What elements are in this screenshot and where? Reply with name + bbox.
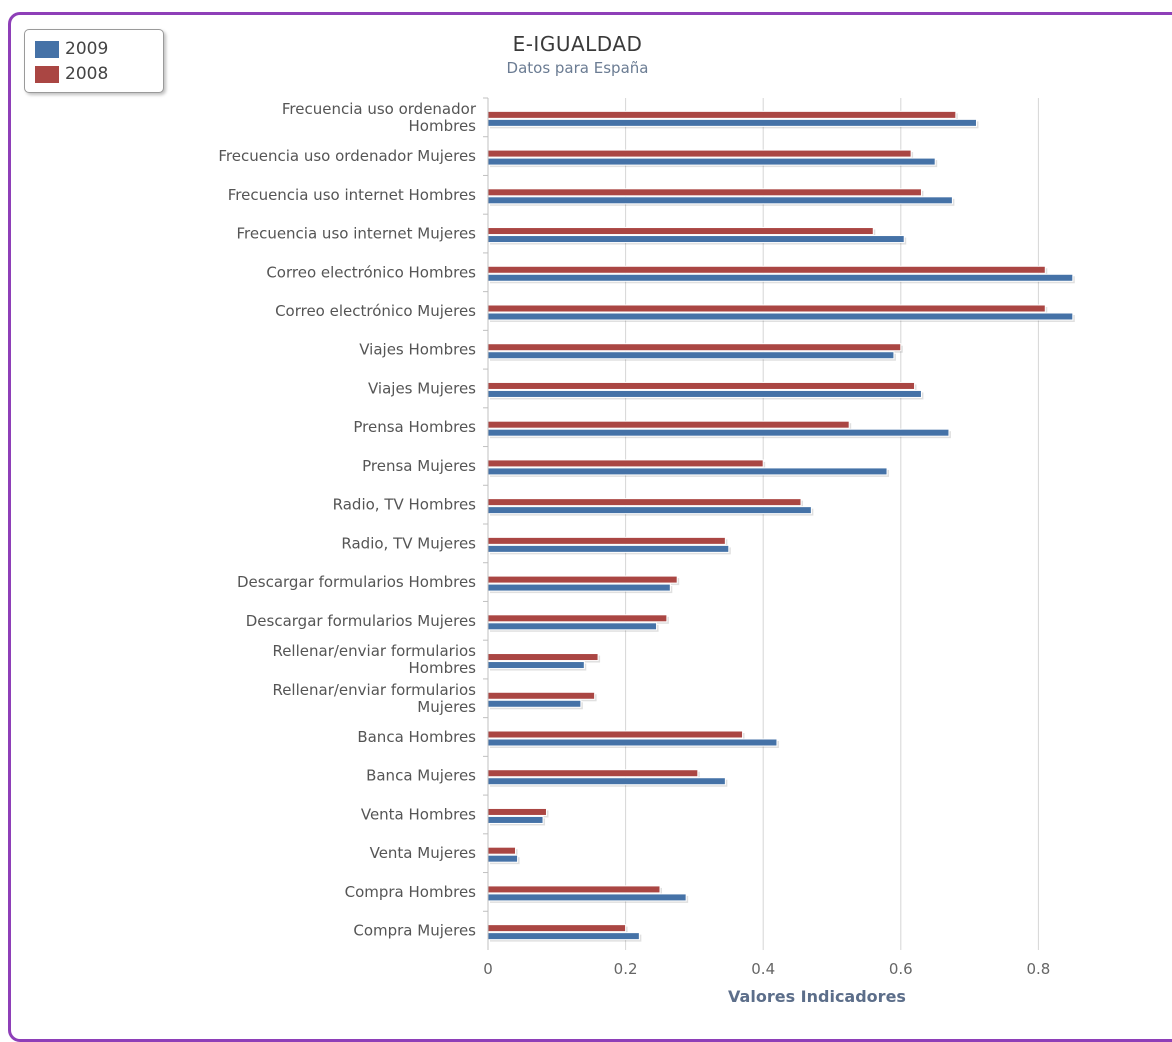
x-tick-label: 0.8 — [1026, 960, 1050, 978]
category-label: Radio, TV Hombres — [333, 496, 477, 514]
bar-2008-21 — [487, 924, 627, 933]
bar-2008-18 — [487, 807, 547, 816]
category-label: Frecuencia uso ordenador — [282, 100, 477, 118]
legend: 2009 2008 — [24, 29, 164, 93]
x-axis-title: Valores Indicadores — [728, 987, 906, 1006]
category-label: Venta Hombres — [361, 805, 476, 823]
category-label: Prensa Hombres — [353, 418, 476, 436]
bar-2009-7 — [487, 389, 922, 398]
bar-2009-17 — [487, 777, 726, 786]
legend-label-2009: 2009 — [65, 39, 109, 59]
bar-2008-19 — [487, 846, 517, 855]
category-label: Rellenar/enviar formularios — [272, 681, 476, 699]
bar-2009-16 — [487, 738, 778, 747]
bar-2008-17 — [487, 769, 699, 778]
bar-2009-9 — [487, 467, 888, 476]
bar-2009-21 — [487, 932, 640, 941]
category-label: Frecuencia uso ordenador Mujeres — [218, 147, 476, 165]
category-label: Hombres — [409, 117, 477, 135]
bar-2009-1 — [487, 157, 936, 166]
bar-2009-2 — [487, 196, 953, 205]
legend-label-2008: 2008 — [65, 64, 109, 84]
bar-2009-3 — [487, 235, 905, 244]
category-label: Correo electrónico Mujeres — [275, 302, 476, 320]
bar-2008-10 — [487, 498, 802, 507]
bar-2009-14 — [487, 661, 585, 670]
category-label: Viajes Mujeres — [368, 379, 476, 397]
category-label: Compra Hombres — [345, 883, 477, 901]
bar-2009-18 — [487, 815, 544, 824]
category-label: Descargar formularios Hombres — [237, 573, 476, 591]
bar-2009-10 — [487, 506, 812, 515]
category-label: Venta Mujeres — [370, 844, 477, 862]
category-label: Compra Mujeres — [353, 922, 476, 940]
category-label: Correo electrónico Hombres — [266, 263, 476, 281]
bar-2008-20 — [487, 885, 661, 894]
bar-2009-0 — [487, 118, 977, 127]
category-label: Frecuencia uso internet Hombres — [228, 186, 476, 204]
bar-2008-13 — [487, 614, 668, 623]
bar-2009-5 — [487, 312, 1074, 321]
bar-2009-20 — [487, 893, 687, 902]
bar-chart: 00.20.40.60.81Frecuencia uso ordenadorHo… — [218, 97, 1172, 1006]
bar-2008-2 — [487, 188, 922, 197]
legend-swatch-2008 — [35, 65, 59, 83]
bar-2008-9 — [487, 459, 764, 468]
category-label: Viajes Hombres — [359, 341, 476, 359]
bar-2009-19 — [487, 854, 519, 863]
bar-2008-12 — [487, 575, 678, 584]
legend-item-2008[interactable]: 2008 — [35, 62, 108, 86]
bar-2009-4 — [487, 273, 1074, 282]
bar-2008-15 — [487, 691, 596, 700]
x-tick-label: 0 — [483, 960, 493, 978]
bar-2008-14 — [487, 653, 599, 662]
x-tick-label: 0.2 — [614, 960, 638, 978]
bar-2009-11 — [487, 544, 730, 553]
category-label: Rellenar/enviar formularios — [272, 642, 476, 660]
bar-2008-5 — [487, 304, 1046, 313]
chart-subtitle: Datos para España — [506, 59, 649, 77]
bar-2008-8 — [487, 420, 850, 429]
bar-2008-16 — [487, 730, 744, 739]
bar-2008-7 — [487, 381, 916, 390]
bar-2008-0 — [487, 110, 957, 119]
bar-2008-11 — [487, 536, 726, 545]
category-label: Descargar formularios Mujeres — [246, 612, 476, 630]
bar-2009-13 — [487, 622, 658, 631]
bar-2009-6 — [487, 351, 895, 360]
bar-2008-4 — [487, 265, 1046, 274]
bar-2009-12 — [487, 583, 671, 592]
category-label: Mujeres — [417, 698, 476, 716]
category-label: Hombres — [409, 659, 477, 677]
bar-2009-15 — [487, 699, 582, 708]
bar-2009-8 — [487, 428, 950, 437]
category-label: Radio, TV Mujeres — [341, 534, 476, 552]
x-tick-label: 0.4 — [751, 960, 775, 978]
category-label: Prensa Mujeres — [362, 457, 476, 475]
bar-2008-3 — [487, 227, 874, 236]
chart-title: E-IGUALDAD — [512, 32, 643, 56]
category-label: Frecuencia uso internet Mujeres — [236, 225, 476, 243]
legend-item-2009[interactable]: 2009 — [35, 37, 108, 61]
legend-swatch-2009 — [35, 40, 59, 58]
bar-2008-1 — [487, 149, 912, 158]
category-label: Banca Mujeres — [366, 767, 476, 785]
x-tick-label: 0.6 — [889, 960, 913, 978]
bar-2008-6 — [487, 343, 902, 352]
category-label: Banca Hombres — [357, 728, 476, 746]
